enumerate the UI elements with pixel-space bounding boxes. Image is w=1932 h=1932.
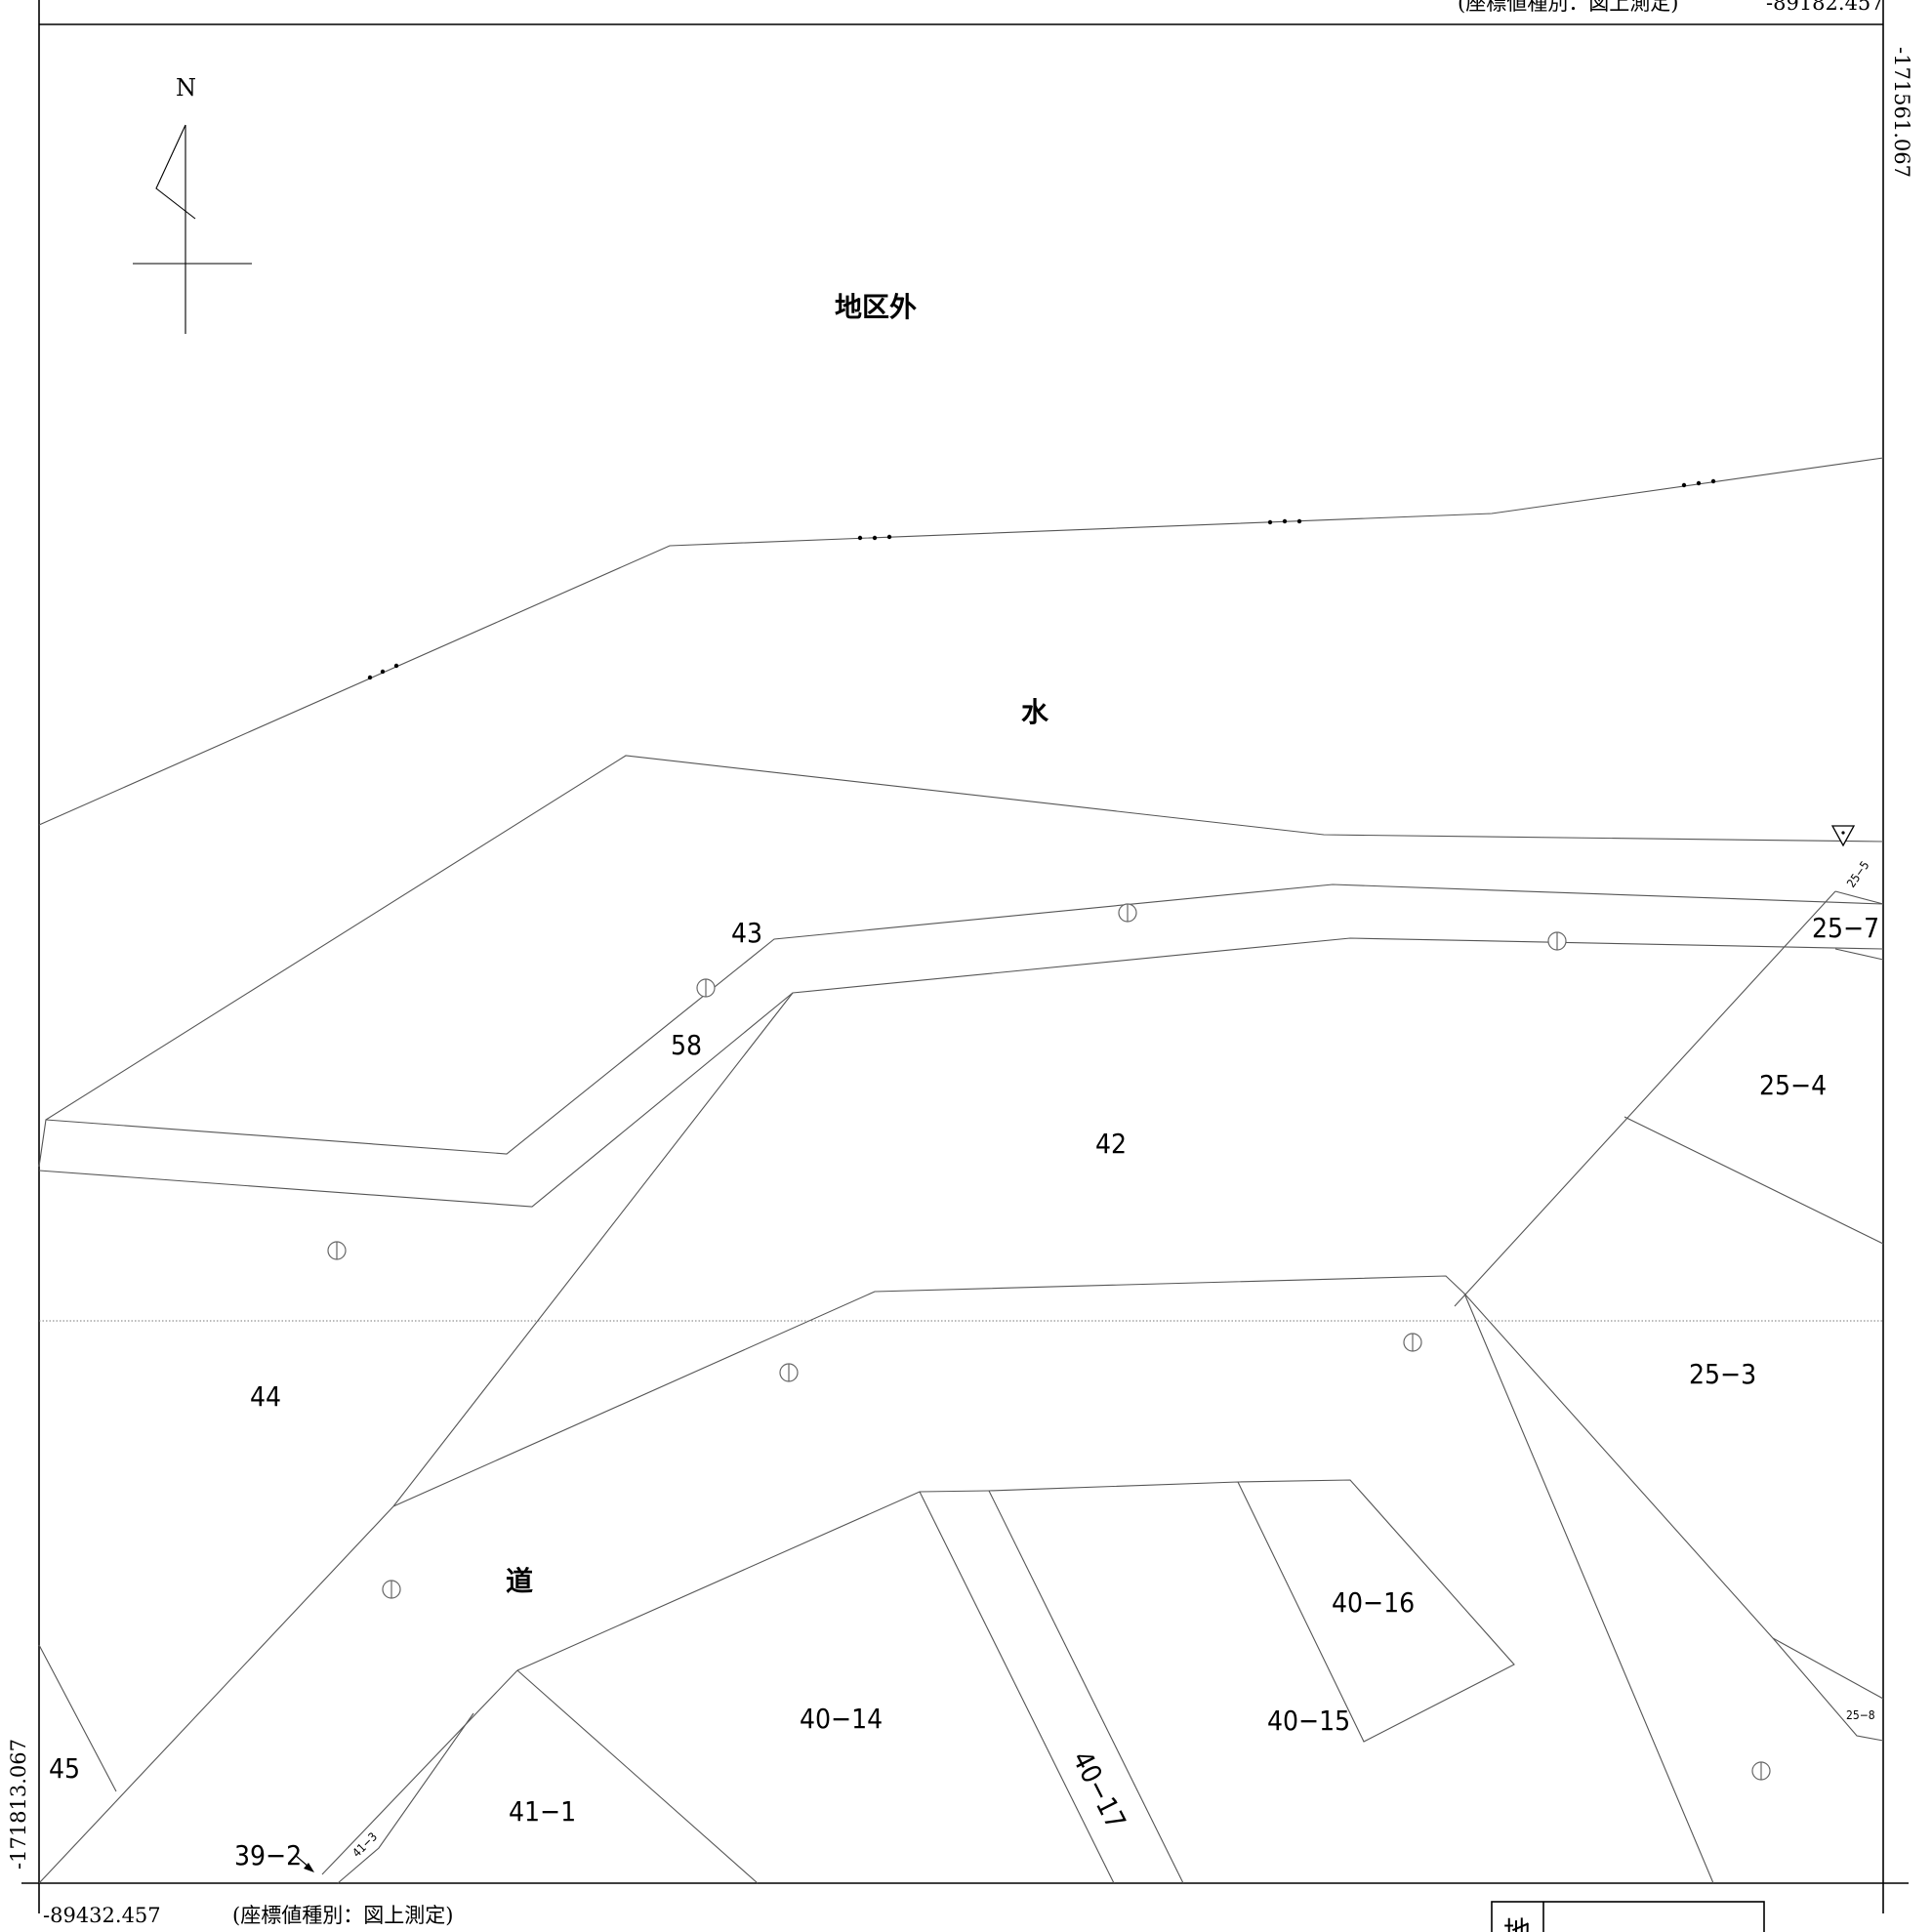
parcel-label-40-14: 40−14 [800,1703,883,1735]
parcel-label-25-5: 25−5 [1844,858,1871,889]
parcel-label-45: 45 [49,1752,80,1785]
parcel-label-44: 44 [250,1380,281,1413]
area-label-road: 道 [506,1565,533,1597]
map-frame [21,0,1909,1913]
north-label: N [176,74,196,102]
parcel-label-58: 58 [671,1029,702,1061]
boundary-marker-icon [1403,1333,1422,1352]
parcel-label-25-7: 25−7 [1812,912,1879,944]
legend-corner-text: 地 [1503,1915,1531,1932]
parcel-label-25-4: 25−4 [1759,1069,1827,1101]
boundary-marker-icon [327,1241,347,1260]
boundary-marker-icon [1751,1761,1771,1781]
parcel-label-40-15: 40−15 [1267,1705,1350,1737]
north-arrow-icon [133,124,252,334]
boundary-marker-icon [382,1580,401,1599]
coord-top-right: -89182.457 [1766,0,1884,15]
coord-bottom-left: -89432.457 [43,1904,161,1927]
parcel-label-25-3: 25−3 [1689,1358,1756,1390]
legend-box: 地 [1491,1901,1765,1932]
coord-right-vertical: -171561.067 [1890,47,1913,178]
parcel-label-43: 43 [731,917,762,949]
boundary-markers [327,903,1771,1781]
coord-kind-top: (座標値種別：図上測定) [1458,0,1678,15]
water-boundary-dots [367,478,1716,680]
area-label-outside-district: 地区外 [835,291,917,323]
pointer-arrow-icon [294,1854,314,1872]
boundary-marker-icon [779,1363,799,1382]
parcel-label-42: 42 [1095,1128,1127,1160]
triangle-benchmark-icon [1830,825,1856,847]
coord-left-vertical: -171813.067 [7,1739,30,1870]
parcel-label-40-16: 40−16 [1332,1586,1415,1619]
boundary-marker-icon [1118,903,1137,923]
area-label-water: 水 [1021,696,1049,728]
parcel-label-41-1: 41−1 [509,1795,576,1828]
parcel-label-25-8: 25−8 [1846,1708,1875,1722]
parcel-label-41-3: 41−3 [349,1829,380,1860]
boundary-marker-icon [696,978,716,998]
boundary-marker-icon [1547,931,1567,951]
parcel-label-39-2: 39−2 [234,1839,302,1871]
parcel-boundaries [38,457,1884,1884]
coord-kind-bottom: (座標値種別：図上測定) [232,1904,453,1927]
